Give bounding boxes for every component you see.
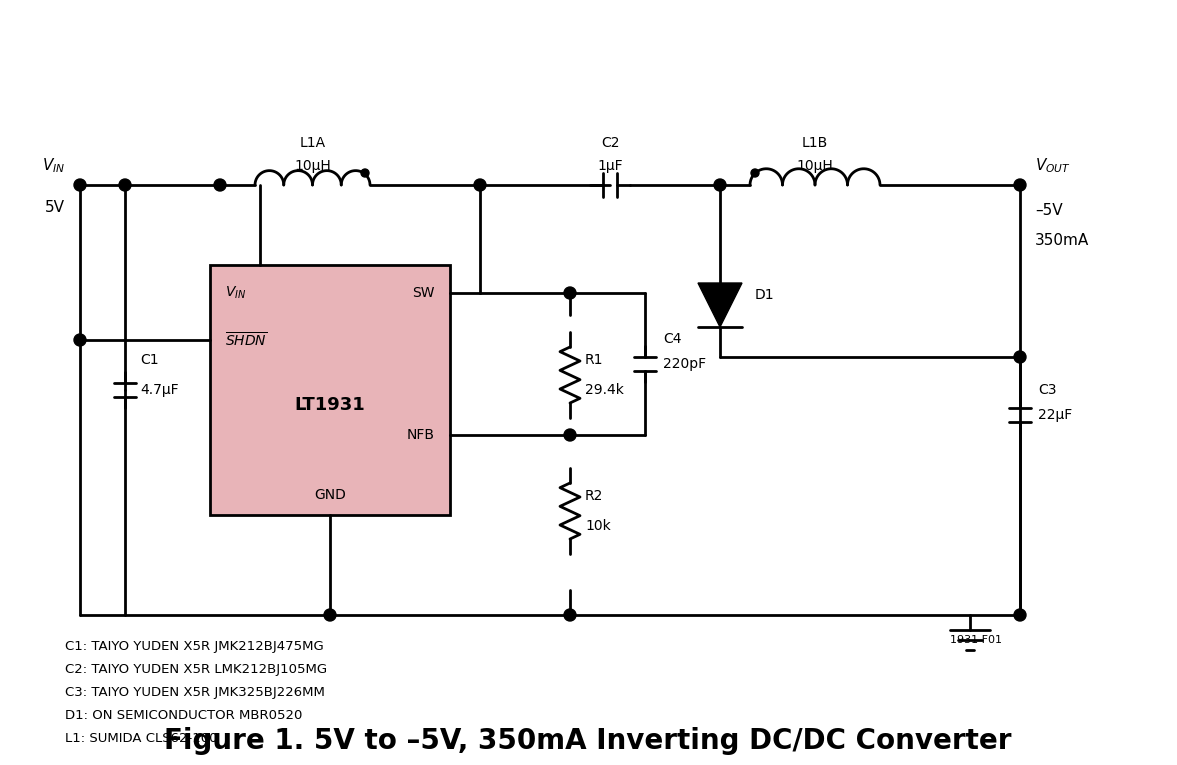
- Text: 350mA: 350mA: [1035, 233, 1089, 248]
- Text: 10μH: 10μH: [294, 159, 331, 173]
- Text: C4: C4: [663, 332, 681, 346]
- Text: 10k: 10k: [585, 519, 611, 533]
- Circle shape: [324, 609, 335, 621]
- Text: $V_{IN}$: $V_{IN}$: [41, 156, 65, 175]
- Text: L1: SUMIDA CLS62-100: L1: SUMIDA CLS62-100: [65, 732, 218, 745]
- Circle shape: [474, 179, 486, 191]
- Circle shape: [361, 169, 370, 177]
- Text: C3: C3: [1038, 383, 1057, 397]
- Text: $V_{IN}$: $V_{IN}$: [225, 285, 246, 301]
- Text: Figure 1. 5V to –5V, 350mA Inverting DC/DC Converter: Figure 1. 5V to –5V, 350mA Inverting DC/…: [165, 727, 1012, 755]
- Text: –5V: –5V: [1035, 203, 1063, 218]
- Text: C1: TAIYO YUDEN X5R JMK212BJ475MG: C1: TAIYO YUDEN X5R JMK212BJ475MG: [65, 640, 324, 653]
- Text: L1B: L1B: [802, 136, 829, 150]
- Circle shape: [1015, 179, 1026, 191]
- Text: $\overline{SHDN}$: $\overline{SHDN}$: [225, 330, 267, 349]
- Circle shape: [564, 429, 576, 441]
- Text: C3: TAIYO YUDEN X5R JMK325BJ226MM: C3: TAIYO YUDEN X5R JMK325BJ226MM: [65, 686, 325, 699]
- Text: SW: SW: [412, 286, 435, 300]
- Text: L1A: L1A: [299, 136, 326, 150]
- Circle shape: [74, 179, 86, 191]
- Circle shape: [564, 287, 576, 299]
- Circle shape: [1015, 351, 1026, 363]
- Circle shape: [751, 169, 759, 177]
- Text: D1: ON SEMICONDUCTOR MBR0520: D1: ON SEMICONDUCTOR MBR0520: [65, 709, 302, 722]
- Text: 5V: 5V: [45, 200, 65, 215]
- Text: C2: C2: [600, 136, 619, 150]
- Text: 22μF: 22μF: [1038, 408, 1072, 422]
- Text: 1931 F01: 1931 F01: [950, 635, 1002, 645]
- Circle shape: [1015, 609, 1026, 621]
- Circle shape: [564, 609, 576, 621]
- Text: $V_{OUT}$: $V_{OUT}$: [1035, 156, 1071, 175]
- Text: 1μF: 1μF: [597, 159, 623, 173]
- Text: 29.4k: 29.4k: [585, 383, 624, 397]
- Text: R1: R1: [585, 353, 604, 367]
- Text: R2: R2: [585, 489, 604, 503]
- Text: 220pF: 220pF: [663, 357, 706, 371]
- Text: C2: TAIYO YUDEN X5R LMK212BJ105MG: C2: TAIYO YUDEN X5R LMK212BJ105MG: [65, 663, 327, 676]
- Circle shape: [714, 179, 726, 191]
- Polygon shape: [698, 283, 742, 327]
- Text: 4.7μF: 4.7μF: [140, 383, 179, 397]
- Text: 10μH: 10μH: [797, 159, 833, 173]
- Text: NFB: NFB: [407, 428, 435, 442]
- Text: GND: GND: [314, 488, 346, 502]
- Text: D1: D1: [754, 288, 774, 302]
- Circle shape: [214, 179, 226, 191]
- Text: LT1931: LT1931: [294, 396, 365, 414]
- Text: C1: C1: [140, 353, 159, 367]
- FancyBboxPatch shape: [210, 265, 450, 515]
- Circle shape: [119, 179, 131, 191]
- Circle shape: [74, 334, 86, 346]
